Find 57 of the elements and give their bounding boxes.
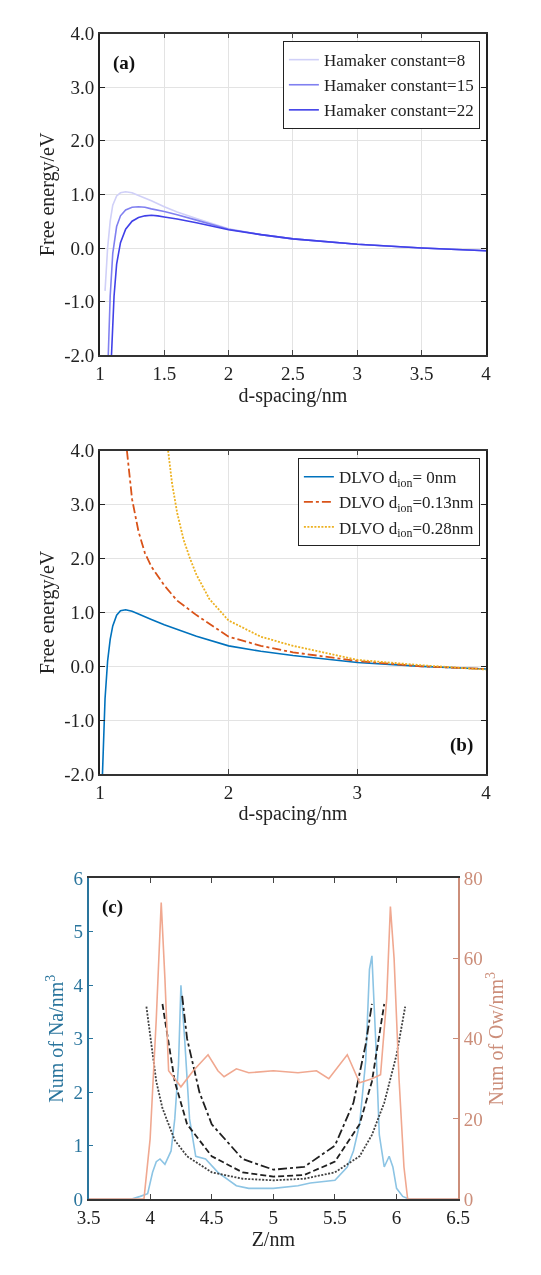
line-series: [145, 1005, 407, 1182]
y-tick-label: -2.0: [64, 344, 95, 366]
y2-tick-label: 40: [463, 1028, 483, 1050]
y-tick-label: 4: [73, 974, 84, 996]
y-tick-label: 0.0: [70, 237, 95, 259]
annotation: (b): [450, 734, 474, 756]
y-tick-label: 4.0: [70, 23, 95, 45]
legend-label: DLVO d$_{ion}$= 0nm: [338, 468, 457, 490]
line-series: [181, 995, 373, 1171]
legend-label: DLVO d$_{ion}$=0.28nm: [338, 518, 474, 541]
x-axis-title: d-spacing/nm: [238, 383, 348, 407]
line-series: [88, 901, 459, 1200]
x-tick-label: 2.5: [281, 362, 305, 384]
y-tick-label: 2.0: [70, 548, 95, 570]
x-tick-label: 4: [481, 362, 492, 384]
y-axis-title: Free energy/eV: [36, 132, 60, 257]
x-tick-label: 3: [352, 362, 363, 384]
annotation: (c): [102, 896, 124, 918]
annotation: (a): [113, 52, 136, 74]
y-tick-label: -2.0: [64, 763, 95, 785]
y-tick-label: 1: [73, 1135, 83, 1157]
y-tick-label: 3.0: [70, 76, 95, 98]
legend-label: DLVO d$_{ion}$=0.13nm: [338, 493, 474, 516]
legend-label: Hamaker constant=8: [323, 51, 466, 71]
y-tick-label: 0.0: [70, 656, 95, 677]
x-tick-label: 2: [223, 781, 234, 803]
legend-label: Hamaker constant=15: [323, 76, 474, 96]
y-tick-label: 2: [73, 1081, 83, 1103]
x-tick-label: 1.5: [152, 362, 177, 384]
y-tick-label: 1.0: [70, 602, 95, 624]
y-tick-label: -1.0: [64, 709, 95, 731]
y2-tick-label: 80: [463, 868, 483, 890]
x-tick-label: 4: [145, 1206, 156, 1228]
line-series: [101, 608, 487, 775]
y-tick-label: 3.0: [70, 494, 95, 516]
x-tick-label: 4: [481, 781, 492, 803]
x-tick-label: 5: [268, 1206, 279, 1228]
y-tick-label: 2.0: [70, 130, 95, 152]
y2-tick-label: 60: [463, 948, 483, 970]
y2-tick-label: 20: [463, 1108, 483, 1130]
x-tick-label: 5.5: [323, 1206, 347, 1228]
y-tick-label: 5: [73, 921, 83, 943]
x-tick-label: 3.5: [409, 362, 434, 384]
x-axis-title: Z/nm: [251, 1227, 296, 1250]
y-tick-label: 6: [73, 868, 83, 890]
x-tick-label: 4.5: [199, 1206, 224, 1228]
x-tick-label: 3: [352, 781, 363, 803]
y-tick-label: 4.0: [70, 440, 95, 462]
legend-label: Hamaker constant=22: [323, 101, 474, 121]
y-axis-title: Free energy/eV: [36, 550, 60, 675]
x-tick-label: 2: [223, 362, 234, 384]
x-axis-title: d-spacing/nm: [238, 801, 348, 825]
y-tick-label: 3: [73, 1028, 83, 1050]
y-tick-label: 1.0: [70, 184, 95, 206]
y-tick-label: -1.0: [64, 291, 95, 313]
x-tick-label: 6: [391, 1206, 402, 1228]
line-series: [161, 1003, 386, 1178]
